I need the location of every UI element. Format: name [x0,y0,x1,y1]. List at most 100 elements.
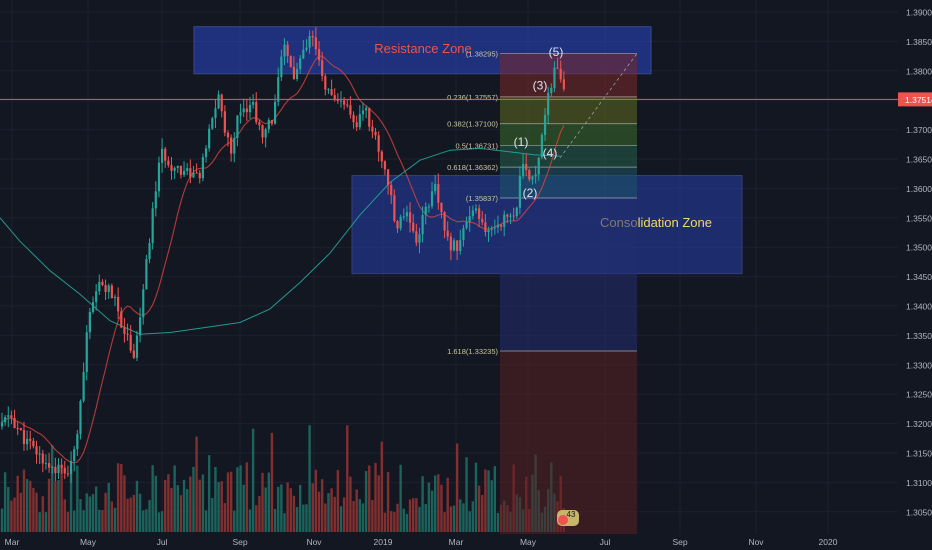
volume-bar [314,469,318,532]
candle-up [76,434,79,450]
fib-retracement[interactable]: (1.38295) 0.236(1.37557) 0.382(1.37100) 0.5… [447,49,638,539]
volume-bar [411,498,415,532]
time-tick-label: 2020 [819,537,838,547]
volume-bar [79,499,82,532]
volume-bar [324,503,327,532]
candle-down [170,165,173,171]
candle-down [117,296,120,312]
candle-down [346,104,349,106]
volume-bar [101,510,104,532]
volume-bar [355,489,358,532]
volume-bar [217,481,220,532]
volume-bar [0,508,4,532]
candle-down [393,195,396,221]
candle-up [264,129,267,138]
candle-up [44,463,48,465]
volume-bar [358,499,362,532]
volume-bar [320,479,324,532]
volume-bar [415,498,418,532]
candle-down [443,212,446,231]
candle-down [13,417,16,428]
candle-up [217,94,220,109]
candle-down [368,107,371,127]
volume-bar [371,500,374,532]
volume-bar [305,504,308,532]
candle-down [16,427,19,429]
price-tick-label: 1.36500 [906,155,932,165]
volume-bar [13,497,16,532]
candle-down [189,168,192,178]
volume-bar [66,511,70,532]
volume-bar [242,484,245,532]
volume-bar [214,466,217,532]
wave-label: (3) [533,79,548,93]
volume-bar [255,505,258,532]
candle-up [531,176,534,180]
volume-bar [437,474,440,532]
price-tick-label: 1.36000 [906,184,932,194]
candle-up [496,224,500,228]
candle-up [186,168,189,172]
volume-bar [116,463,120,532]
volume-bar [51,445,54,532]
candle-down [126,333,129,335]
volume-bar [477,485,481,532]
time-axis[interactable]: Mar May Jul Sep Nov 2019 Mar May Jul Sep Nov 2020 [5,537,838,547]
candle-up [280,56,283,78]
volume-bar [390,511,393,532]
fib-level-label: 0.5(1.36731) [455,141,498,150]
time-tick-label: May [80,537,97,547]
volume-bar [88,496,92,532]
price-axis[interactable]: 1.390001.385001.380001.375001.370001.365… [898,8,932,518]
candle-up [471,210,474,217]
candle-down [32,440,35,447]
candle-up [69,460,73,475]
time-tick-label: Jul [157,537,168,547]
time-tick-label: Jul [600,537,611,547]
candle-down [412,222,415,232]
price-tick-label: 1.33500 [906,331,932,341]
fib-band [500,123,637,146]
candle-down [104,285,107,292]
candle-down [314,37,317,50]
volume-bar [204,510,208,532]
candle-down [230,137,233,154]
candle-up [509,215,512,217]
volume-bar [452,505,456,532]
price-axis-bg [898,0,932,550]
price-tick-label: 1.34500 [906,272,932,282]
candle-down [383,161,387,170]
candle-down [220,94,223,112]
volume-bar [490,480,493,532]
volume-bar [44,512,48,532]
candle-up [57,464,60,474]
volume-bar [430,490,434,532]
candle-up [95,291,98,303]
time-tick-label: Nov [748,537,764,547]
resistance-zone-label: Resistance Zone [374,41,472,56]
volume-bar [164,479,167,532]
candle-up [142,289,145,318]
volume-bar [333,496,336,532]
candle-down [336,99,339,101]
candle-up [553,67,556,88]
price-tick-label: 1.38500 [906,37,932,47]
time-tick-label: Sep [232,537,247,547]
candle-up [283,44,286,57]
volume-bar [229,471,233,532]
candle-up [85,332,88,372]
candle-down [289,55,292,67]
volume-bar [25,479,29,532]
price-tick-label: 1.37000 [906,125,932,135]
volume-bar [135,480,139,532]
volume-bar [173,465,176,532]
current-price-label: 1.37514 [905,95,932,105]
candle-up [26,438,29,445]
candle-down [41,453,44,464]
candle-up [487,229,490,233]
volume-bar [493,466,497,532]
candle-down [132,350,135,358]
candle-up [182,171,186,175]
candle-down [352,114,355,123]
